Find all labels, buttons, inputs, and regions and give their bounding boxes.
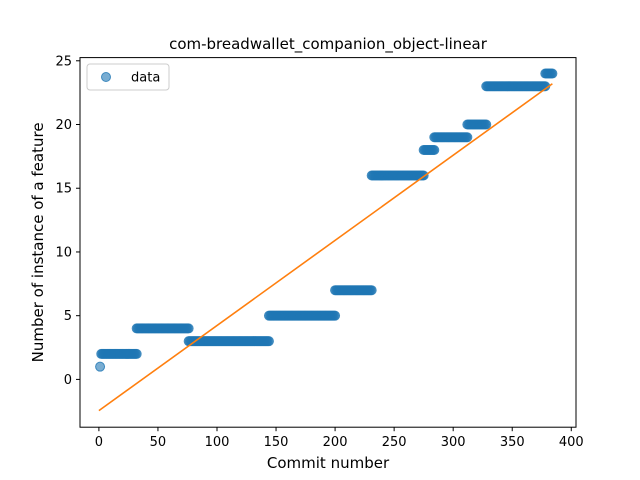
data-point: [366, 285, 377, 296]
y-axis-ticks: 0 5 10 15 20 25: [55, 54, 80, 388]
data-point: [131, 348, 142, 359]
x-tick-label: 400: [559, 435, 584, 450]
data-point: [429, 145, 440, 155]
y-tick-label: 5: [64, 309, 72, 324]
x-tick-label: 250: [382, 435, 407, 450]
legend-box: [86, 63, 170, 91]
data-point: [481, 119, 492, 130]
data-point: [183, 323, 194, 334]
x-tick-label: 150: [264, 435, 289, 450]
x-tick-label: 350: [500, 435, 525, 450]
data-point: [462, 132, 473, 143]
chart-title: com-breadwallet_companion_object-linear: [169, 35, 488, 54]
plot-area: [95, 68, 558, 412]
x-tick-label: 300: [441, 435, 466, 450]
x-axis-ticks: 0 50 100 150 200 250 300 350 400: [95, 427, 584, 450]
x-tick-label: 50: [150, 435, 167, 450]
data-point: [263, 336, 274, 347]
legend-label-data: data: [131, 71, 160, 86]
y-tick-label: 10: [55, 245, 72, 260]
y-tick-label: 0: [64, 373, 72, 388]
x-axis-label: Commit number: [267, 454, 390, 472]
data-point: [547, 68, 558, 79]
y-tick-label: 20: [55, 118, 72, 133]
x-tick-label: 200: [323, 435, 348, 450]
linear-fit-line: [98, 83, 553, 412]
data-point: [330, 310, 341, 321]
legend: data: [86, 63, 170, 91]
y-tick-label: 15: [55, 182, 72, 197]
data-point: [95, 361, 106, 372]
x-tick-label: 100: [205, 435, 230, 450]
x-tick-label: 0: [95, 435, 103, 450]
legend-marker-data: [101, 72, 111, 82]
y-axis-label: Number of instance of a feature: [29, 122, 47, 362]
y-tick-label: 25: [55, 54, 72, 69]
plot-frame: [79, 57, 577, 428]
